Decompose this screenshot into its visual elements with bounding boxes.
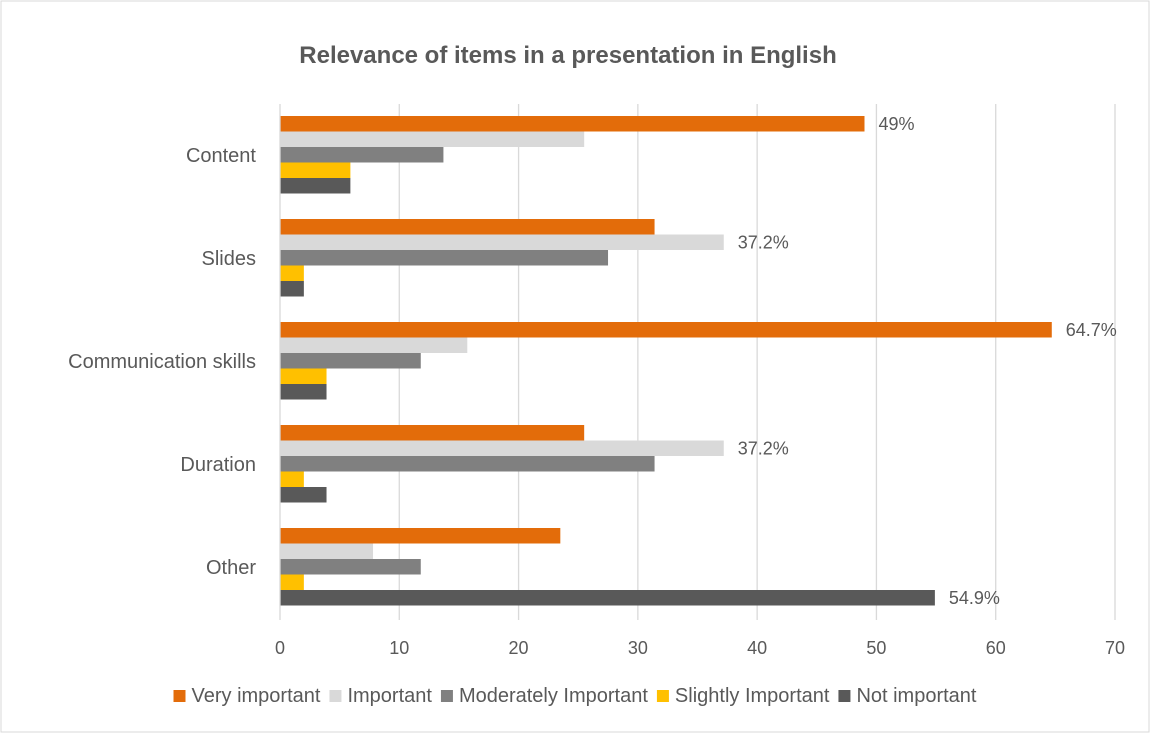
x-tick-label: 60: [986, 638, 1006, 658]
bar-other-slightly-important: [280, 574, 304, 590]
legend-label: Important: [347, 685, 432, 707]
legend-swatch: [173, 690, 186, 702]
bar-other-not-important: [280, 590, 935, 606]
legend-swatch: [329, 690, 342, 702]
bar-duration-not-important: [280, 487, 327, 503]
legend-label: Not important: [856, 685, 976, 707]
data-label: 37.2%: [738, 438, 789, 458]
x-tick-label: 20: [509, 638, 529, 658]
x-tick-label: 50: [866, 638, 886, 658]
y-tick-label: Slides: [202, 248, 256, 270]
bar-content-important: [280, 131, 585, 147]
data-labels: 49% 37.2% 64.7% 37.2% 54.9%: [738, 114, 1117, 608]
chart-title: Relevance of items in a presentation in …: [299, 42, 836, 69]
bars: [280, 116, 1052, 606]
legend-swatch: [838, 690, 851, 702]
legend-swatch: [656, 690, 669, 702]
legend-label: Moderately Important: [459, 685, 648, 707]
bar-communication-skills-not-important: [280, 384, 327, 400]
data-label: 64.7%: [1066, 320, 1117, 340]
bar-slides-not-important: [280, 281, 304, 297]
y-tick-label: Communication skills: [68, 351, 256, 373]
x-tick-label: 0: [275, 638, 285, 658]
bar-slides-moderately-important: [280, 250, 609, 266]
bar-communication-skills-important: [280, 337, 468, 353]
data-label: 54.9%: [949, 588, 1000, 608]
bar-other-very-important: [280, 528, 561, 544]
bar-slides-important: [280, 234, 724, 250]
bar-content-slightly-important: [280, 162, 351, 178]
x-tick-label: 10: [389, 638, 409, 658]
bar-content-very-important: [280, 116, 865, 132]
data-label: 49%: [879, 114, 915, 134]
bar-other-important: [280, 543, 374, 559]
y-tick-label: Duration: [180, 454, 256, 476]
x-axis: 0 10 20 30 40 50 60 70: [275, 638, 1125, 658]
bar-duration-very-important: [280, 425, 585, 441]
legend-label: Slightly Important: [675, 685, 830, 707]
y-tick-label: Other: [206, 557, 256, 579]
legend-label: Very important: [192, 685, 321, 707]
y-axis: Content Slides Communication skills Duratio…: [68, 104, 281, 620]
bar-content-not-important: [280, 178, 351, 194]
bar-communication-skills-slightly-important: [280, 368, 327, 384]
y-tick-label: Content: [186, 145, 256, 167]
legend: Very important Important Moderately Import…: [173, 685, 977, 707]
data-label: 37.2%: [738, 232, 789, 252]
bar-communication-skills-very-important: [280, 322, 1052, 338]
legend-item-important: Important: [329, 685, 432, 707]
legend-item-not-important: Not important: [838, 685, 977, 707]
legend-item-moderately-important: Moderately Important: [440, 685, 648, 707]
legend-swatch: [440, 690, 453, 702]
bar-content-moderately-important: [280, 147, 444, 163]
x-tick-label: 30: [628, 638, 648, 658]
bar-slides-slightly-important: [280, 265, 304, 281]
x-tick-label: 40: [747, 638, 767, 658]
legend-item-slightly-important: Slightly Important: [656, 685, 830, 707]
bar-duration-slightly-important: [280, 471, 304, 487]
legend-item-very-important: Very important: [173, 685, 321, 707]
x-tick-label: 70: [1105, 638, 1125, 658]
bar-slides-very-important: [280, 219, 655, 235]
bar-duration-moderately-important: [280, 456, 655, 472]
bar-duration-important: [280, 440, 724, 456]
bar-communication-skills-moderately-important: [280, 353, 421, 369]
bar-other-moderately-important: [280, 559, 421, 575]
